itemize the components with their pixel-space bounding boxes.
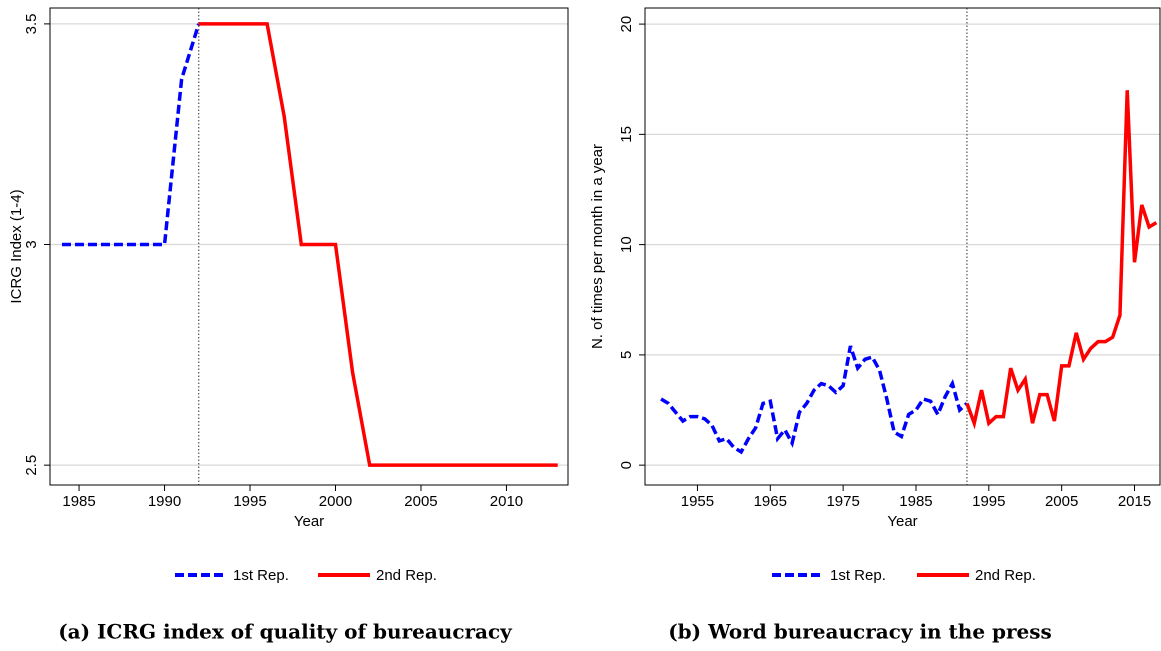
y-axis-label: N. of times per month in a year bbox=[589, 144, 606, 349]
y-tick-label: 20 bbox=[618, 16, 635, 33]
legend-label: 1st Rep. bbox=[233, 567, 289, 584]
x-tick-label: 1995 bbox=[972, 493, 1005, 510]
y-tick-label: 10 bbox=[618, 236, 635, 253]
y-tick-label: 0 bbox=[618, 461, 635, 469]
x-tick-label: 2010 bbox=[490, 493, 523, 510]
legend-label: 2nd Rep. bbox=[376, 567, 437, 584]
x-tick-label: 2005 bbox=[404, 493, 437, 510]
series-line bbox=[61, 23, 201, 247]
x-tick-label: 1985 bbox=[899, 493, 932, 510]
legend-label: 1st Rep. bbox=[830, 567, 886, 584]
x-tick-label: 1965 bbox=[754, 493, 787, 510]
plot-frame bbox=[644, 7, 1161, 486]
x-tick-label: 2005 bbox=[1045, 493, 1078, 510]
x-axis-label: Year bbox=[294, 513, 324, 530]
series-line bbox=[965, 90, 1158, 430]
x-tick-label: 1995 bbox=[233, 493, 266, 510]
legend-label: 2nd Rep. bbox=[975, 567, 1036, 584]
y-tick-label: 2.5 bbox=[23, 455, 40, 476]
x-tick-label: 1990 bbox=[148, 493, 181, 510]
x-tick-label: 1975 bbox=[826, 493, 859, 510]
y-tick-label: 15 bbox=[618, 126, 635, 143]
series-line bbox=[198, 22, 558, 467]
caption: (a) ICRG index of quality of bureaucracy bbox=[58, 620, 513, 644]
x-tick-label: 1955 bbox=[681, 493, 714, 510]
caption: (b) Word bureaucracy in the press bbox=[668, 620, 1052, 644]
x-axis-label: Year bbox=[887, 513, 917, 530]
y-tick-label: 3 bbox=[23, 240, 40, 248]
y-tick-label: 5 bbox=[618, 351, 635, 359]
plot-frame bbox=[49, 7, 569, 486]
x-tick-label: 1985 bbox=[62, 493, 95, 510]
y-axis-label: ICRG Index (1-4) bbox=[8, 189, 25, 303]
series-line bbox=[660, 345, 969, 455]
y-tick-label: 3.5 bbox=[23, 13, 40, 34]
x-tick-label: 2015 bbox=[1118, 493, 1151, 510]
x-tick-label: 2000 bbox=[319, 493, 352, 510]
